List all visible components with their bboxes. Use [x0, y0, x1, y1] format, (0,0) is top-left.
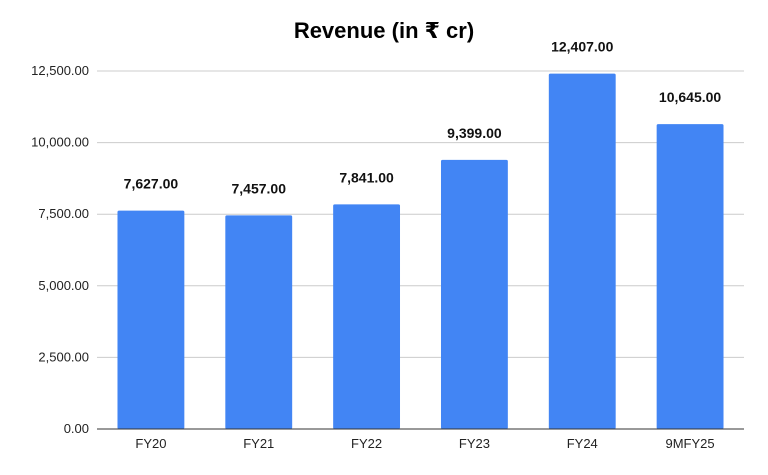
x-tick-label: FY23 — [459, 436, 490, 451]
gridlines — [97, 70, 744, 358]
y-tick-label: 7,500.00 — [38, 206, 89, 221]
bar — [548, 73, 616, 430]
y-axis-ticks: 0.00 2,500.00 5,000.00 7,500.00 10,000.00 12,… — [31, 63, 89, 436]
data-label: 10,645.00 — [659, 89, 721, 105]
bar — [333, 204, 401, 429]
chart-title: Revenue (in ₹ cr) — [293, 18, 475, 43]
data-labels: 7,627.00 7,457.00 7,841.00 9,399.00 12,407.0… — [124, 39, 722, 197]
x-tick-label: FY21 — [243, 436, 274, 451]
bar — [440, 159, 508, 430]
data-label: 7,627.00 — [124, 176, 179, 192]
data-label: 9,399.00 — [447, 125, 502, 141]
data-label: 7,841.00 — [339, 169, 394, 185]
y-tick-label: 0.00 — [64, 421, 89, 436]
data-label: 7,457.00 — [232, 180, 287, 196]
y-tick-label: 12,500.00 — [31, 63, 89, 78]
y-tick-label: 10,000.00 — [31, 135, 89, 150]
bar — [225, 215, 293, 429]
bar — [656, 124, 724, 429]
x-tick-label: FY20 — [135, 436, 166, 451]
x-tick-label: FY24 — [567, 436, 598, 451]
x-tick-label: 9MFY25 — [666, 436, 715, 451]
bars — [117, 73, 724, 430]
data-label: 12,407.00 — [551, 39, 613, 55]
bar — [117, 210, 185, 429]
y-tick-label: 2,500.00 — [38, 349, 89, 364]
x-axis-ticks: FY20 FY21 FY22 FY23 FY24 9MFY25 — [135, 436, 714, 451]
y-tick-label: 5,000.00 — [38, 278, 89, 293]
x-tick-label: FY22 — [351, 436, 382, 451]
